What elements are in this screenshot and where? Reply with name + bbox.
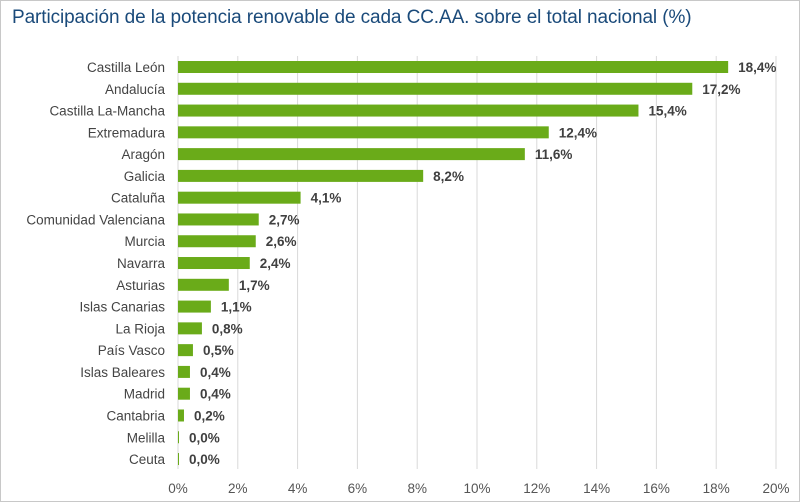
- category-label: Ceuta: [129, 452, 166, 467]
- category-label: Islas Canarias: [79, 300, 165, 315]
- bar: [178, 148, 525, 161]
- category-label: La Rioja: [115, 321, 165, 336]
- data-label: 12,4%: [559, 125, 597, 140]
- bar: [178, 169, 424, 182]
- bar: [178, 126, 549, 139]
- x-tick-label: 8%: [407, 481, 427, 496]
- bar: [178, 387, 190, 400]
- x-tick-label: 2%: [228, 481, 248, 496]
- bar: [178, 453, 179, 466]
- category-label: Madrid: [124, 387, 165, 402]
- x-tick-label: 18%: [703, 481, 730, 496]
- category-label: Islas Baleares: [80, 365, 165, 380]
- category-label: Aragón: [121, 147, 165, 162]
- bar: [178, 322, 202, 335]
- category-label: Extremadura: [88, 125, 166, 140]
- x-tick-label: 4%: [288, 481, 308, 496]
- data-label: 17,2%: [702, 82, 740, 97]
- bar: [178, 365, 190, 378]
- data-label: 0,8%: [212, 321, 243, 336]
- bar: [178, 213, 259, 226]
- bar: [178, 191, 301, 204]
- data-label: 11,6%: [535, 147, 573, 162]
- x-tick-label: 0%: [168, 481, 188, 496]
- x-tick-label: 16%: [643, 481, 670, 496]
- data-label: 0,4%: [200, 387, 231, 402]
- bar: [178, 300, 211, 313]
- data-label: 0,5%: [203, 343, 234, 358]
- x-tick-label: 20%: [762, 481, 789, 496]
- bar: [178, 235, 256, 248]
- data-label: 0,0%: [189, 430, 220, 445]
- data-label: 0,0%: [189, 452, 220, 467]
- x-tick-label: 10%: [463, 481, 490, 496]
- data-label: 0,2%: [194, 408, 225, 423]
- bar: [178, 82, 693, 95]
- data-label: 2,6%: [266, 234, 297, 249]
- data-label: 2,7%: [269, 212, 300, 227]
- data-label: 2,4%: [260, 256, 291, 271]
- chart-title: Participación de la potencia renovable d…: [12, 7, 692, 28]
- bar: [178, 278, 229, 291]
- data-label: 15,4%: [648, 104, 686, 119]
- bar: [178, 257, 250, 270]
- category-label: Castilla León: [87, 60, 165, 75]
- bar: [178, 61, 729, 73]
- data-label: 0,4%: [200, 365, 231, 380]
- data-label: 1,7%: [239, 278, 270, 293]
- category-label: Cantabria: [106, 408, 165, 423]
- data-label: 8,2%: [433, 169, 464, 184]
- category-label: Murcia: [124, 234, 165, 249]
- x-tick-label: 6%: [348, 481, 368, 496]
- category-label: Castilla La-Mancha: [49, 104, 165, 119]
- data-label: 4,1%: [311, 191, 342, 206]
- x-tick-label: 12%: [523, 481, 550, 496]
- bar: [178, 409, 184, 422]
- category-label: Asturias: [116, 278, 165, 293]
- category-label: Galicia: [124, 169, 166, 184]
- category-label: Andalucía: [105, 82, 166, 97]
- category-label: País Vasco: [98, 343, 165, 358]
- x-tick-label: 14%: [583, 481, 610, 496]
- bar: [178, 431, 179, 444]
- bar: [178, 104, 639, 117]
- category-label: Melilla: [127, 430, 166, 445]
- category-label: Navarra: [117, 256, 166, 271]
- bar: [178, 344, 193, 357]
- category-label: Comunidad Valenciana: [26, 212, 165, 227]
- data-label: 1,1%: [221, 300, 252, 315]
- category-label: Cataluña: [111, 191, 166, 206]
- data-label: 18,4%: [738, 60, 776, 75]
